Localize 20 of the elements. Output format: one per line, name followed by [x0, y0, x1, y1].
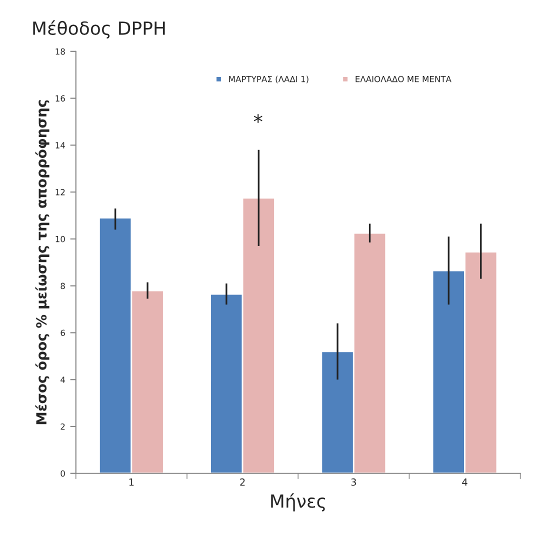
annotation: * [254, 114, 262, 123]
y-tick-label: 2 [60, 423, 65, 430]
y-tick-label: 16 [56, 95, 65, 102]
y-tick-label: 6 [60, 330, 65, 336]
y-tick-label: 0 [60, 470, 65, 477]
y-tick-label: 4 [60, 376, 65, 383]
x-tick-label: 2 [240, 478, 245, 486]
x-axis-title: Μήνες [271, 493, 326, 512]
y-tick-label: 10 [56, 236, 65, 242]
chart-title: Μέθοδος DPPH [33, 20, 165, 39]
x-tick-label: 1 [129, 478, 134, 486]
y-tick-label: 8 [60, 282, 65, 290]
x-tick-label: 3 [351, 478, 356, 486]
legend-label: ΕΛΑΙΟΛΑΔΟ ΜΕ ΜΕΝΤΑ [356, 76, 452, 82]
y-tick-label: 14 [56, 142, 65, 148]
y-tick-label: 18 [56, 48, 65, 55]
y-axis-title: Μέσος όρος % μείωσης της απορρόφησης [35, 100, 50, 424]
y-tick-label: 12 [56, 189, 65, 196]
legend-label: ΜΑΡΤΥΡΑΣ (ΛΑΔΙ 1) [229, 76, 308, 84]
x-tick-label: 4 [462, 478, 468, 486]
